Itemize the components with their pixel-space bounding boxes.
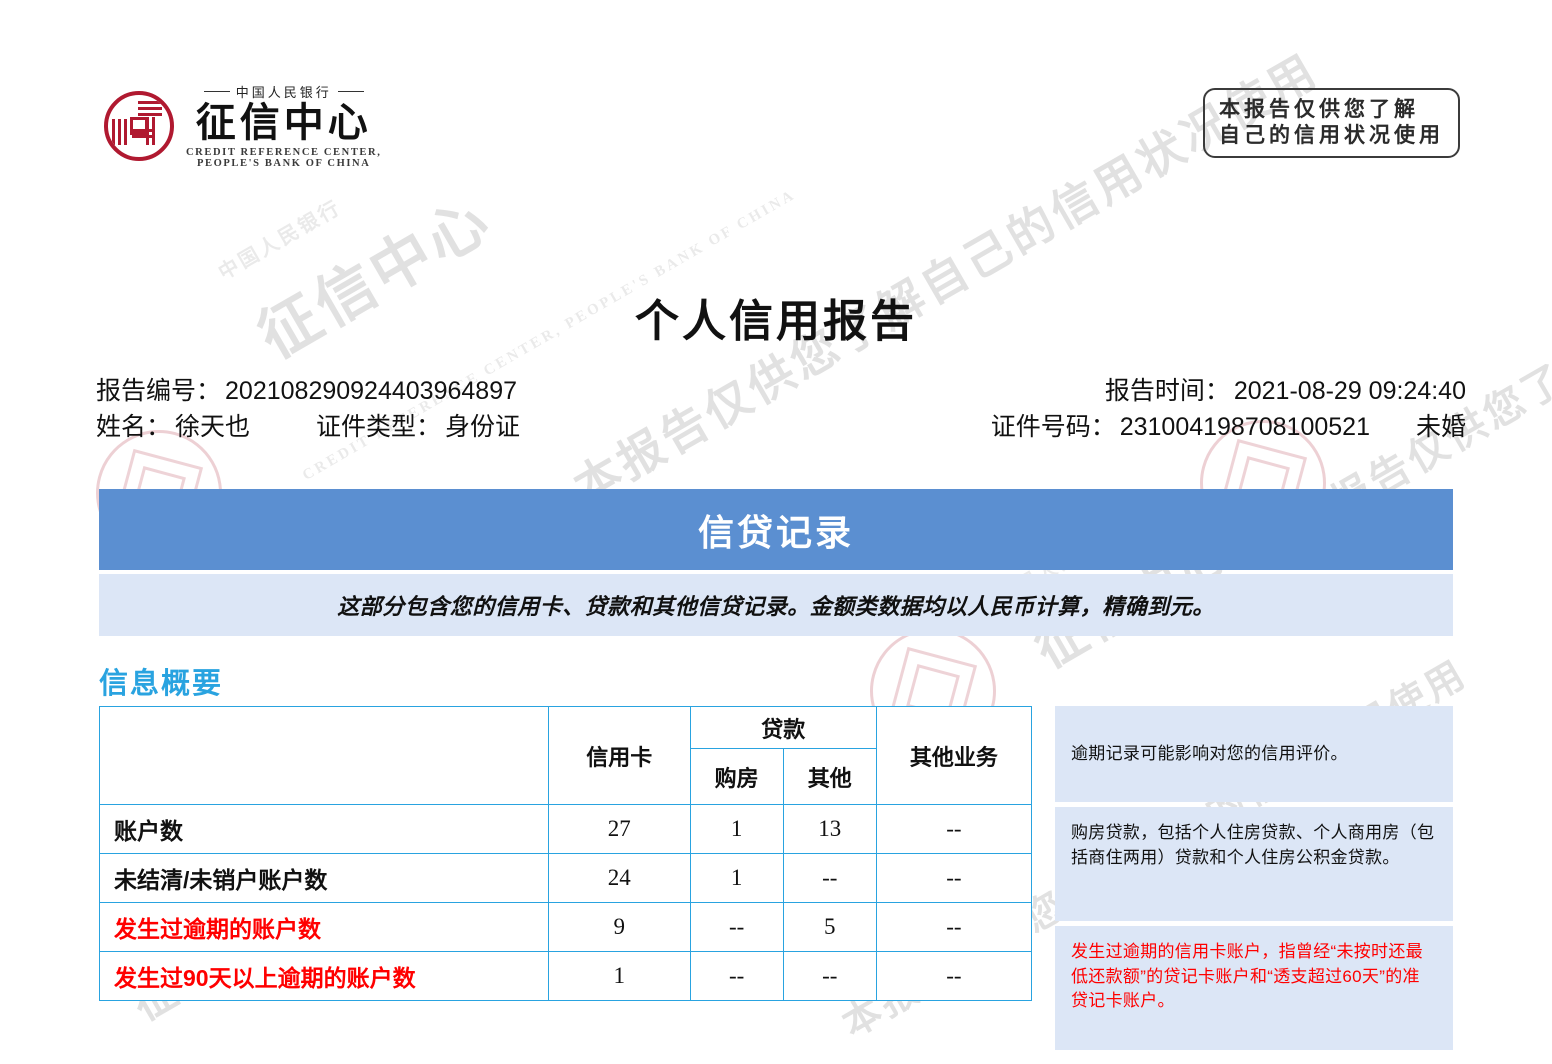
cell-overdue90-other-business: -- [875, 951, 1033, 1001]
note-card-overdue-impact: 逾期记录可能影响对您的信用评价。 [1055, 706, 1453, 802]
section-banner: 信贷记录 [99, 489, 1453, 570]
cell-account-count-credit-card: 27 [547, 804, 691, 854]
id-number-label: 证件号码： [990, 412, 1116, 441]
report-meta: 报告编号： 202108290924403964897 报告时间： 2021-0… [96, 374, 1466, 445]
id-type-label: 证件类型： [316, 412, 442, 441]
masthead: 中国人民银行 征信中心 CREDIT REFERENCE CENTER, PEO… [104, 82, 381, 169]
cell-account-count-housing: 1 [689, 804, 784, 854]
table-header-row-1: 信用卡 贷款 其他业务 [99, 706, 1033, 805]
cell-overdue-housing: -- [689, 902, 784, 952]
id-type-value: 身份证 [445, 412, 521, 441]
logo-bank-line: 中国人民银行 [198, 82, 370, 101]
summary-table-body: 账户数 27 1 13 -- 未结清/未销户账户数 24 1 -- -- 发生过… [99, 804, 1033, 1001]
cell-overdue-credit-card: 9 [547, 902, 691, 952]
logo-en-line1: CREDIT REFERENCE CENTER, [186, 147, 382, 158]
side-notes-panel: 逾期记录可能影响对您的信用评价。 购房贷款，包括个人住房贷款、个人商用房（包括商… [1055, 706, 1453, 1055]
notice-stamp-line1: 本报告仅供您了解 [1219, 97, 1419, 121]
cell-overdue90-loan-other: -- [782, 951, 877, 1001]
table-row: 未结清/未销户账户数 24 1 -- -- [99, 853, 1033, 903]
summary-table: 信用卡 贷款 其他业务 购房 其他 账户数 27 1 13 -- 未结清/未销户… [99, 706, 1033, 1001]
marital-status-value: 未婚 [1415, 412, 1466, 441]
report-number-label: 报告编号： [96, 377, 222, 405]
meta-row-2: 姓名： 徐天也 证件类型： 身份证 证件号码： 2310041987081005… [96, 410, 1466, 446]
row-label-overdue-accounts: 发生过逾期的账户数 [99, 902, 549, 952]
table-row: 账户数 27 1 13 -- [99, 804, 1033, 854]
meta-row-1: 报告编号： 202108290924403964897 报告时间： 2021-0… [96, 374, 1466, 410]
logo-text: 中国人民银行 征信中心 CREDIT REFERENCE CENTER, PEO… [186, 82, 381, 169]
row-label-overdue-90-accounts: 发生过90天以上逾期的账户数 [99, 951, 549, 1001]
notice-stamp: 本报告仅供您了解 自己的信用状况使用 [1203, 88, 1460, 158]
section-description: 这部分包含您的信用卡、贷款和其他信贷记录。金额类数据均以人民币计算，精确到元。 [99, 574, 1453, 636]
table-header-row-2: 购房 其他 [100, 748, 1032, 805]
header-blank-corner [99, 706, 549, 805]
note-card-overdue-definition: 发生过逾期的信用卡账户，指曾经“未按时还最低还款额”的贷记卡账户和“透支超过60… [1055, 926, 1453, 1050]
id-number-value: 231004198708100521 [1119, 412, 1370, 441]
cell-overdue90-credit-card: 1 [547, 951, 691, 1001]
header-loan-group: 贷款 [689, 706, 877, 749]
report-number: 报告编号： 202108290924403964897 [96, 374, 517, 410]
logo-bank-label: 中国人民银行 [235, 85, 332, 100]
name-value: 徐天也 [175, 412, 251, 441]
cell-unsettled-credit-card: 24 [547, 853, 691, 903]
report-time-label: 报告时间： [1104, 377, 1230, 405]
note-card-housing-loan-definition: 购房贷款，包括个人住房贷款、个人商用房（包括商住两用）贷款和个人住房公积金贷款。 [1055, 807, 1453, 921]
cell-account-count-other-business: -- [875, 804, 1033, 854]
section-banner-title: 信贷记录 [697, 511, 854, 553]
table-row: 发生过逾期的账户数 9 -- 5 -- [99, 902, 1033, 952]
cell-overdue-loan-other: 5 [782, 902, 877, 952]
name-label: 姓名： [96, 412, 172, 441]
summary-table-head: 信用卡 贷款 其他业务 购房 其他 [99, 706, 1033, 805]
cell-overdue-other-business: -- [875, 902, 1033, 952]
header-loan-housing: 购房 [689, 748, 784, 805]
cell-overdue90-housing: -- [689, 951, 784, 1001]
cell-account-count-loan-other: 13 [782, 804, 877, 854]
report-number-value: 202108290924403964897 [225, 377, 517, 405]
row-label-account-count: 账户数 [99, 804, 549, 854]
notice-stamp-line2: 自己的信用状况使用 [1219, 123, 1444, 148]
header-other-business: 其他业务 [875, 706, 1033, 805]
pboc-seal-icon [104, 90, 174, 161]
report-time-value: 2021-08-29 09:24:40 [1233, 377, 1466, 405]
logo-main-label: 征信中心 [195, 100, 372, 145]
page-title: 个人信用报告 [635, 297, 917, 346]
report-time: 报告时间： 2021-08-29 09:24:40 [1105, 374, 1466, 410]
cell-unsettled-other-business: -- [875, 853, 1033, 903]
cell-unsettled-loan-other: -- [782, 853, 877, 903]
header-credit-card: 信用卡 [547, 706, 691, 805]
cell-unsettled-housing: 1 [689, 853, 784, 903]
subsection-heading: 信息概要 [99, 668, 224, 700]
header-loan-other: 其他 [782, 748, 877, 805]
row-label-unsettled-accounts: 未结清/未销户账户数 [99, 853, 549, 903]
table-row: 发生过90天以上逾期的账户数 1 -- -- -- [99, 951, 1033, 1001]
logo-en-line2: PEOPLE'S BANK OF CHINA [197, 158, 371, 169]
section-description-text: 这部分包含您的信用卡、贷款和其他信贷记录。金额类数据均以人民币计算，精确到元。 [337, 594, 1215, 619]
